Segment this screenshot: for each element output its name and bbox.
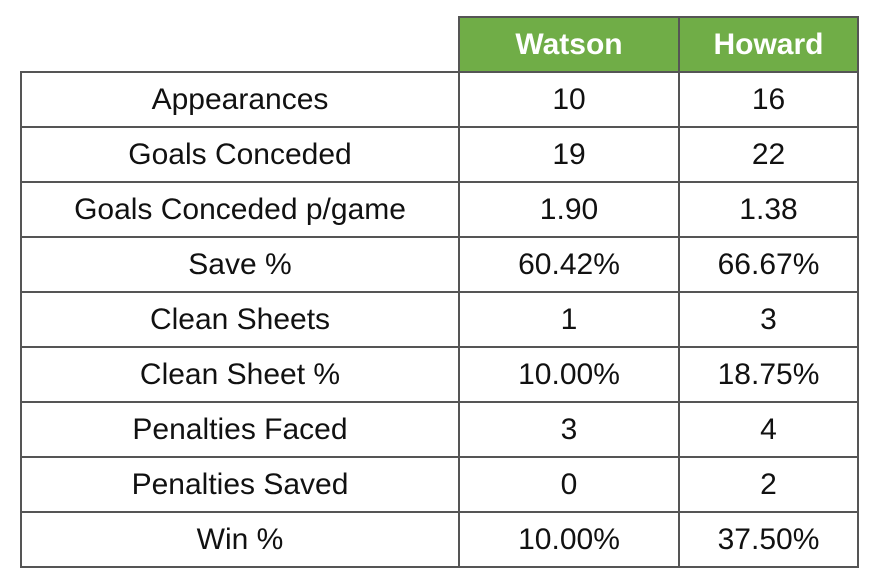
stat-value: 1.38 <box>678 181 859 238</box>
column-header: Howard <box>678 16 859 73</box>
column-header: Watson <box>458 16 680 73</box>
stat-value: 3 <box>678 291 859 348</box>
stat-value: 18.75% <box>678 346 859 403</box>
stat-value: 4 <box>678 401 859 458</box>
stat-value: 10.00% <box>458 511 680 568</box>
stat-value: 1 <box>458 291 680 348</box>
stat-value: 10.00% <box>458 346 680 403</box>
row-label: Clean Sheets <box>20 291 460 348</box>
stat-value: 19 <box>458 126 680 183</box>
stat-value: 3 <box>458 401 680 458</box>
row-label: Goals Conceded p/game <box>20 181 460 238</box>
stat-value: 2 <box>678 456 859 513</box>
stat-value: 0 <box>458 456 680 513</box>
stat-value: 60.42% <box>458 236 680 293</box>
stat-value: 66.67% <box>678 236 859 293</box>
row-label: Win % <box>20 511 460 568</box>
row-label: Penalties Saved <box>20 456 460 513</box>
row-label: Goals Conceded <box>20 126 460 183</box>
row-label: Penalties Faced <box>20 401 460 458</box>
row-label: Appearances <box>20 71 460 128</box>
stat-value: 1.90 <box>458 181 680 238</box>
stat-value: 22 <box>678 126 859 183</box>
stat-value: 37.50% <box>678 511 859 568</box>
row-label: Clean Sheet % <box>20 346 460 403</box>
stat-value: 16 <box>678 71 859 128</box>
row-label: Save % <box>20 236 460 293</box>
stat-value: 10 <box>458 71 680 128</box>
